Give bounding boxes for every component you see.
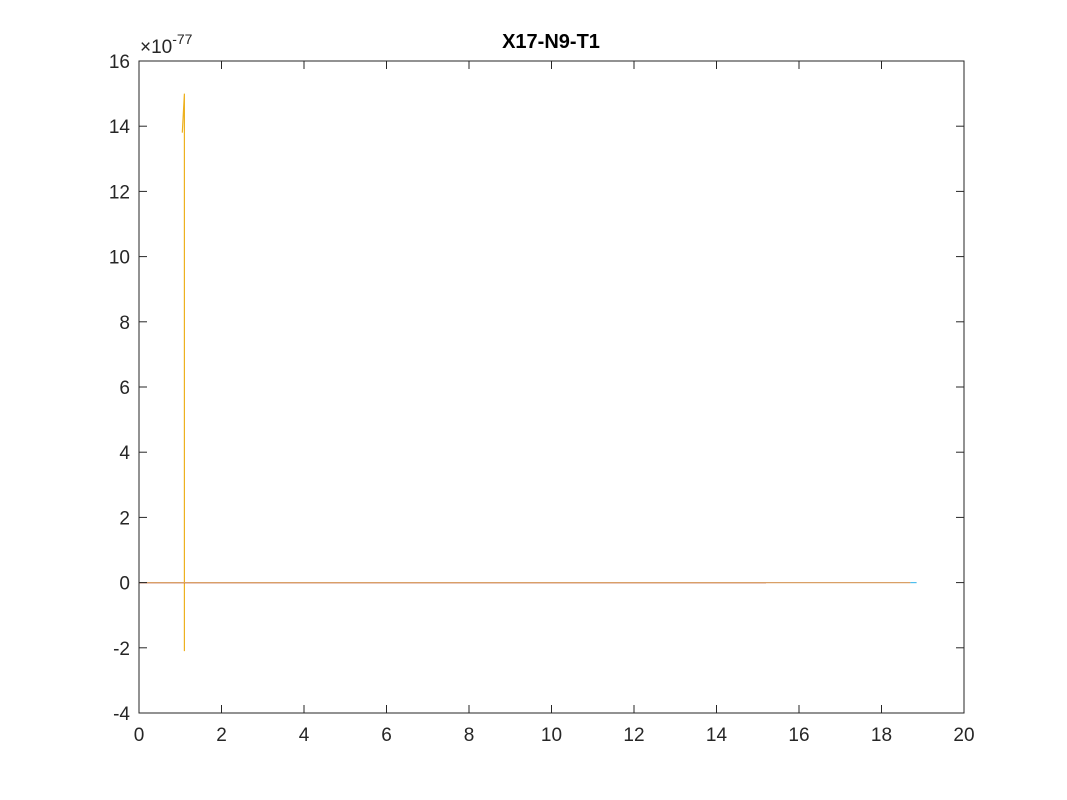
x-tick-label: 6 xyxy=(381,725,392,746)
y-tick-label: 6 xyxy=(119,378,130,399)
y-tick-label: 10 xyxy=(109,248,130,269)
y-tick-label: -2 xyxy=(113,639,130,660)
x-tick-label: 4 xyxy=(299,725,310,746)
y-tick-label: 16 xyxy=(109,52,130,73)
y-tick-label: 8 xyxy=(119,313,130,334)
series-layer xyxy=(139,93,917,652)
y-axis-exponent: ×10-77 xyxy=(140,31,193,58)
y-tick-label: 14 xyxy=(109,117,131,138)
x-tick-label: 16 xyxy=(788,725,809,746)
x-tick-label: 0 xyxy=(134,725,145,746)
x-tick-label: 8 xyxy=(464,725,475,746)
x-tick-label: 20 xyxy=(953,725,974,746)
x-tick-label: 12 xyxy=(623,725,644,746)
y-axis-exponent-base: ×10 xyxy=(140,37,172,58)
y-tick-label: 2 xyxy=(119,508,130,529)
axes-layer: 0 2 4 6 8 10 12 14 16 18 20 -4 -2 0 2 4 6 8 10 12 14 16 xyxy=(109,52,975,746)
x-tick-label: 18 xyxy=(871,725,892,746)
y-tick-label: 12 xyxy=(109,182,130,203)
x-tick-label: 14 xyxy=(706,725,728,746)
y-tick-label: 4 xyxy=(119,443,130,464)
plot-area xyxy=(139,61,964,713)
y-axis-exponent-power: -77 xyxy=(172,31,192,47)
x-tick-label: 2 xyxy=(216,725,227,746)
y-tick-label: 0 xyxy=(119,574,130,595)
y-tick-label: -4 xyxy=(113,704,130,725)
series-line-1 xyxy=(181,93,185,652)
x-tick-label: 10 xyxy=(541,725,562,746)
chart-title: X17-N9-T1 xyxy=(502,31,600,53)
